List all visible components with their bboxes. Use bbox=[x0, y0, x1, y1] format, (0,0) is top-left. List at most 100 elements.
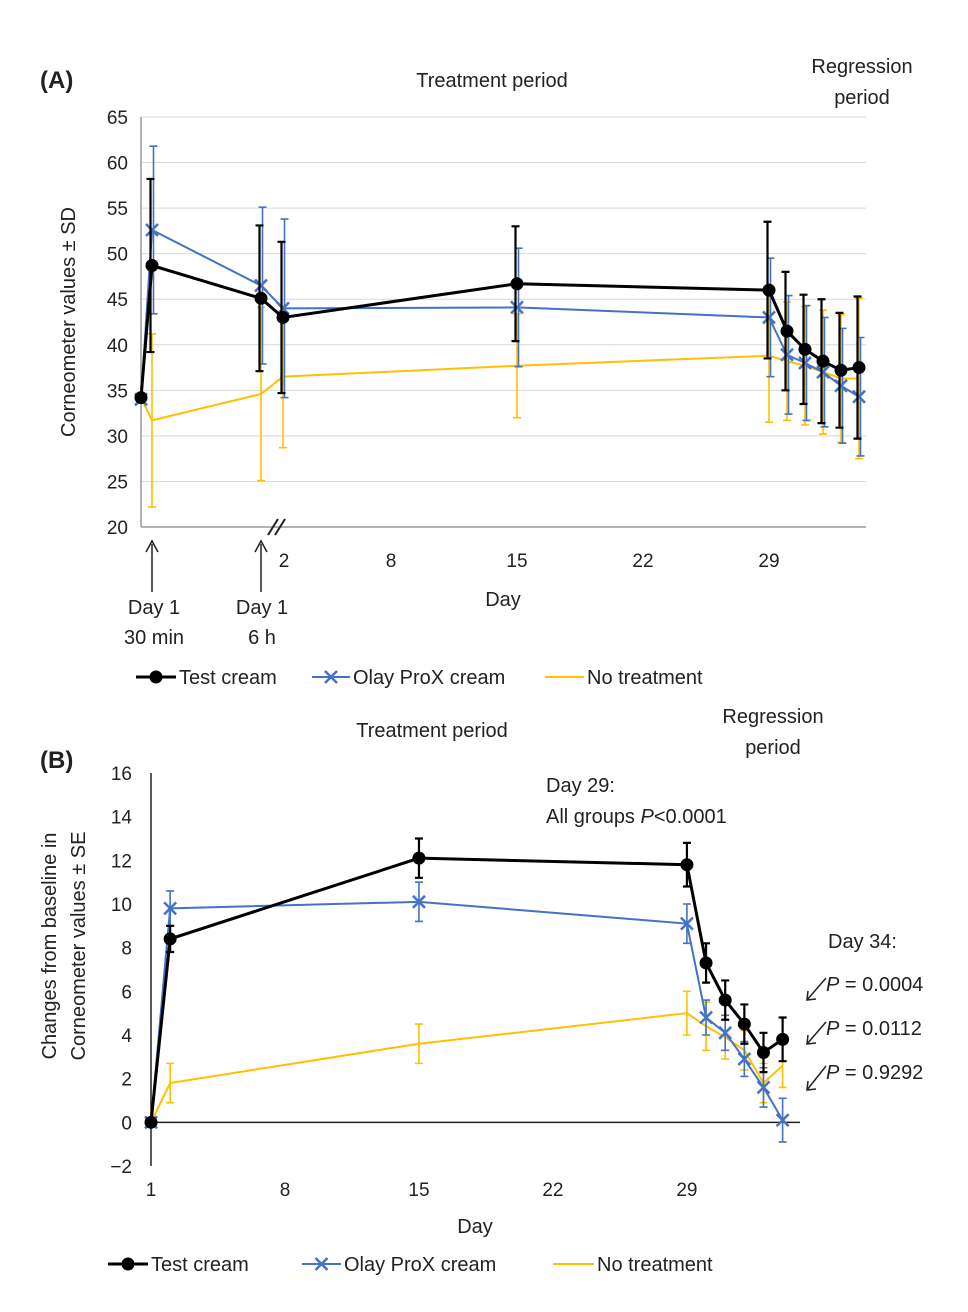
y-tick-label-b: 4 bbox=[121, 1026, 132, 1047]
arrow-label-30min-line2: 30 min bbox=[124, 627, 184, 649]
day1-arrows: Day 1 30 min Day 1 6 h bbox=[124, 539, 288, 649]
p-value-label-0: P = 0.0004 bbox=[826, 974, 923, 996]
series-a bbox=[134, 145, 866, 508]
day29-annotation-p: P bbox=[641, 806, 655, 828]
treatment-period-label-a: Treatment period bbox=[416, 70, 568, 92]
data-point-a bbox=[852, 389, 866, 404]
x-tick-label-b: 29 bbox=[676, 1180, 697, 1201]
chart-a: (A) Treatment period Regression period 6… bbox=[40, 56, 913, 689]
x-tick-label-a: 8 bbox=[386, 551, 397, 572]
arrow-label-6h-line2: 6 h bbox=[248, 627, 276, 649]
legend-marker-0 bbox=[121, 1257, 135, 1271]
arrow-label-6h-line1: Day 1 bbox=[236, 597, 288, 619]
legend-marker-1 bbox=[314, 1257, 329, 1271]
p-value-italic-p: P bbox=[826, 974, 840, 996]
y-tick-label-a: 45 bbox=[107, 290, 128, 311]
data-point-b bbox=[775, 1113, 790, 1128]
p-value-label-1: P = 0.0112 bbox=[826, 1018, 922, 1040]
data-point-b bbox=[412, 894, 426, 909]
y-tick-label-b: 12 bbox=[111, 851, 132, 872]
series-a-0 bbox=[134, 177, 866, 440]
p-value-arrowhead-1 bbox=[806, 1034, 817, 1045]
series-line-a-2 bbox=[140, 354, 859, 422]
data-point-a bbox=[145, 259, 159, 273]
arrow-label-30min-line1: Day 1 bbox=[128, 597, 180, 619]
gridlines-a bbox=[141, 116, 866, 482]
data-point-a bbox=[816, 365, 830, 379]
data-point-b bbox=[699, 956, 713, 970]
data-point-a bbox=[145, 223, 159, 237]
data-point-b bbox=[163, 901, 178, 916]
data-point-b bbox=[737, 1017, 751, 1031]
data-point-b bbox=[756, 1045, 770, 1059]
data-point-a bbox=[834, 363, 848, 377]
arrow-head-0 bbox=[145, 539, 159, 553]
day29-annotation-value: <0.0001 bbox=[654, 806, 727, 828]
arrow-head-1 bbox=[254, 539, 268, 553]
axes-a: 65 60 55 50 45 40 35 30 25 20 2 8 15 22 29 bbox=[107, 108, 866, 572]
data-point-b bbox=[144, 1115, 158, 1129]
legend-label-2: No treatment bbox=[587, 667, 703, 689]
y-tick-label-b: 14 bbox=[111, 808, 133, 829]
series-a-2 bbox=[140, 288, 863, 508]
p-value-italic-p: P bbox=[826, 1062, 840, 1084]
y-tick-label-a: 25 bbox=[107, 472, 128, 493]
y-axis-label-b-line1: Changes from baseline in bbox=[39, 833, 61, 1060]
data-point-b bbox=[718, 993, 732, 1007]
data-point-a bbox=[276, 310, 290, 324]
data-point-a bbox=[762, 283, 776, 297]
x-axis-label-a: Day bbox=[485, 589, 521, 611]
legend-b: Test cream Olay ProX cream No treatment bbox=[108, 1254, 713, 1276]
y-tick-label-a: 60 bbox=[107, 154, 128, 175]
data-point-b bbox=[718, 1025, 733, 1040]
p-value-arrow-2 bbox=[806, 1065, 827, 1091]
data-point-a bbox=[852, 361, 866, 375]
y-axis-label-a: Corneometer values ± SD bbox=[58, 207, 80, 437]
y-tick-label-a: 35 bbox=[107, 381, 128, 402]
data-point-b bbox=[680, 916, 694, 931]
treatment-period-label-b: Treatment period bbox=[356, 720, 508, 742]
panel-label-b: (B) bbox=[40, 747, 73, 774]
legend-marker-1 bbox=[324, 670, 338, 684]
series-b-2 bbox=[150, 990, 787, 1123]
day29-annotation-text: All groups bbox=[546, 806, 641, 828]
day29-annotation-line1: Day 29: bbox=[546, 775, 615, 797]
day34-annotation: Day 34: bbox=[828, 931, 897, 953]
data-point-b bbox=[163, 932, 177, 946]
day29-annotation-line2: All groups P<0.0001 bbox=[546, 806, 727, 828]
chart-b: (B) Treatment period Regression period 1… bbox=[39, 706, 923, 1276]
regression-label-b-line2: period bbox=[745, 737, 801, 759]
data-point-b bbox=[756, 1080, 771, 1095]
p-value-arrow-1 bbox=[806, 1021, 827, 1045]
x-tick-label-b: 22 bbox=[542, 1180, 563, 1201]
x-tick-label-b: 15 bbox=[408, 1180, 429, 1201]
data-point-a bbox=[134, 391, 148, 405]
series-a-1 bbox=[134, 145, 866, 457]
regression-label-a-line1: Regression bbox=[811, 56, 912, 78]
y-axis-label-b-line2: Corneometer values ± SE bbox=[68, 832, 90, 1061]
p-value-arrowhead-2 bbox=[806, 1080, 817, 1091]
series-b-0 bbox=[144, 837, 790, 1129]
legend-label-1: Olay ProX cream bbox=[344, 1254, 496, 1276]
data-point-a bbox=[780, 347, 794, 362]
data-point-a bbox=[510, 300, 524, 315]
y-tick-label-a: 20 bbox=[107, 518, 128, 539]
y-tick-label-a: 55 bbox=[107, 199, 128, 220]
y-tick-label-b: 0 bbox=[121, 1113, 132, 1134]
series-line-b-1 bbox=[150, 900, 784, 1123]
p-value-number: = 0.0112 bbox=[839, 1018, 921, 1040]
axis-break-a bbox=[267, 518, 286, 536]
p-value-label-2: P = 0.9292 bbox=[826, 1062, 923, 1084]
legend-a: Test cream Olay ProX cream No treatment bbox=[136, 667, 703, 689]
regression-label-a-line2: period bbox=[834, 87, 890, 109]
data-point-a bbox=[798, 356, 812, 370]
data-point-a bbox=[254, 291, 268, 305]
p-value-italic-p: P bbox=[826, 1018, 840, 1040]
series-line-a-1 bbox=[140, 228, 860, 400]
y-tick-label-b: 2 bbox=[121, 1070, 132, 1091]
legend-label-2: No treatment bbox=[597, 1254, 713, 1276]
data-point-a bbox=[834, 378, 848, 393]
p-value-arrow-0 bbox=[806, 977, 827, 1001]
x-tick-label-b: 1 bbox=[146, 1180, 157, 1201]
